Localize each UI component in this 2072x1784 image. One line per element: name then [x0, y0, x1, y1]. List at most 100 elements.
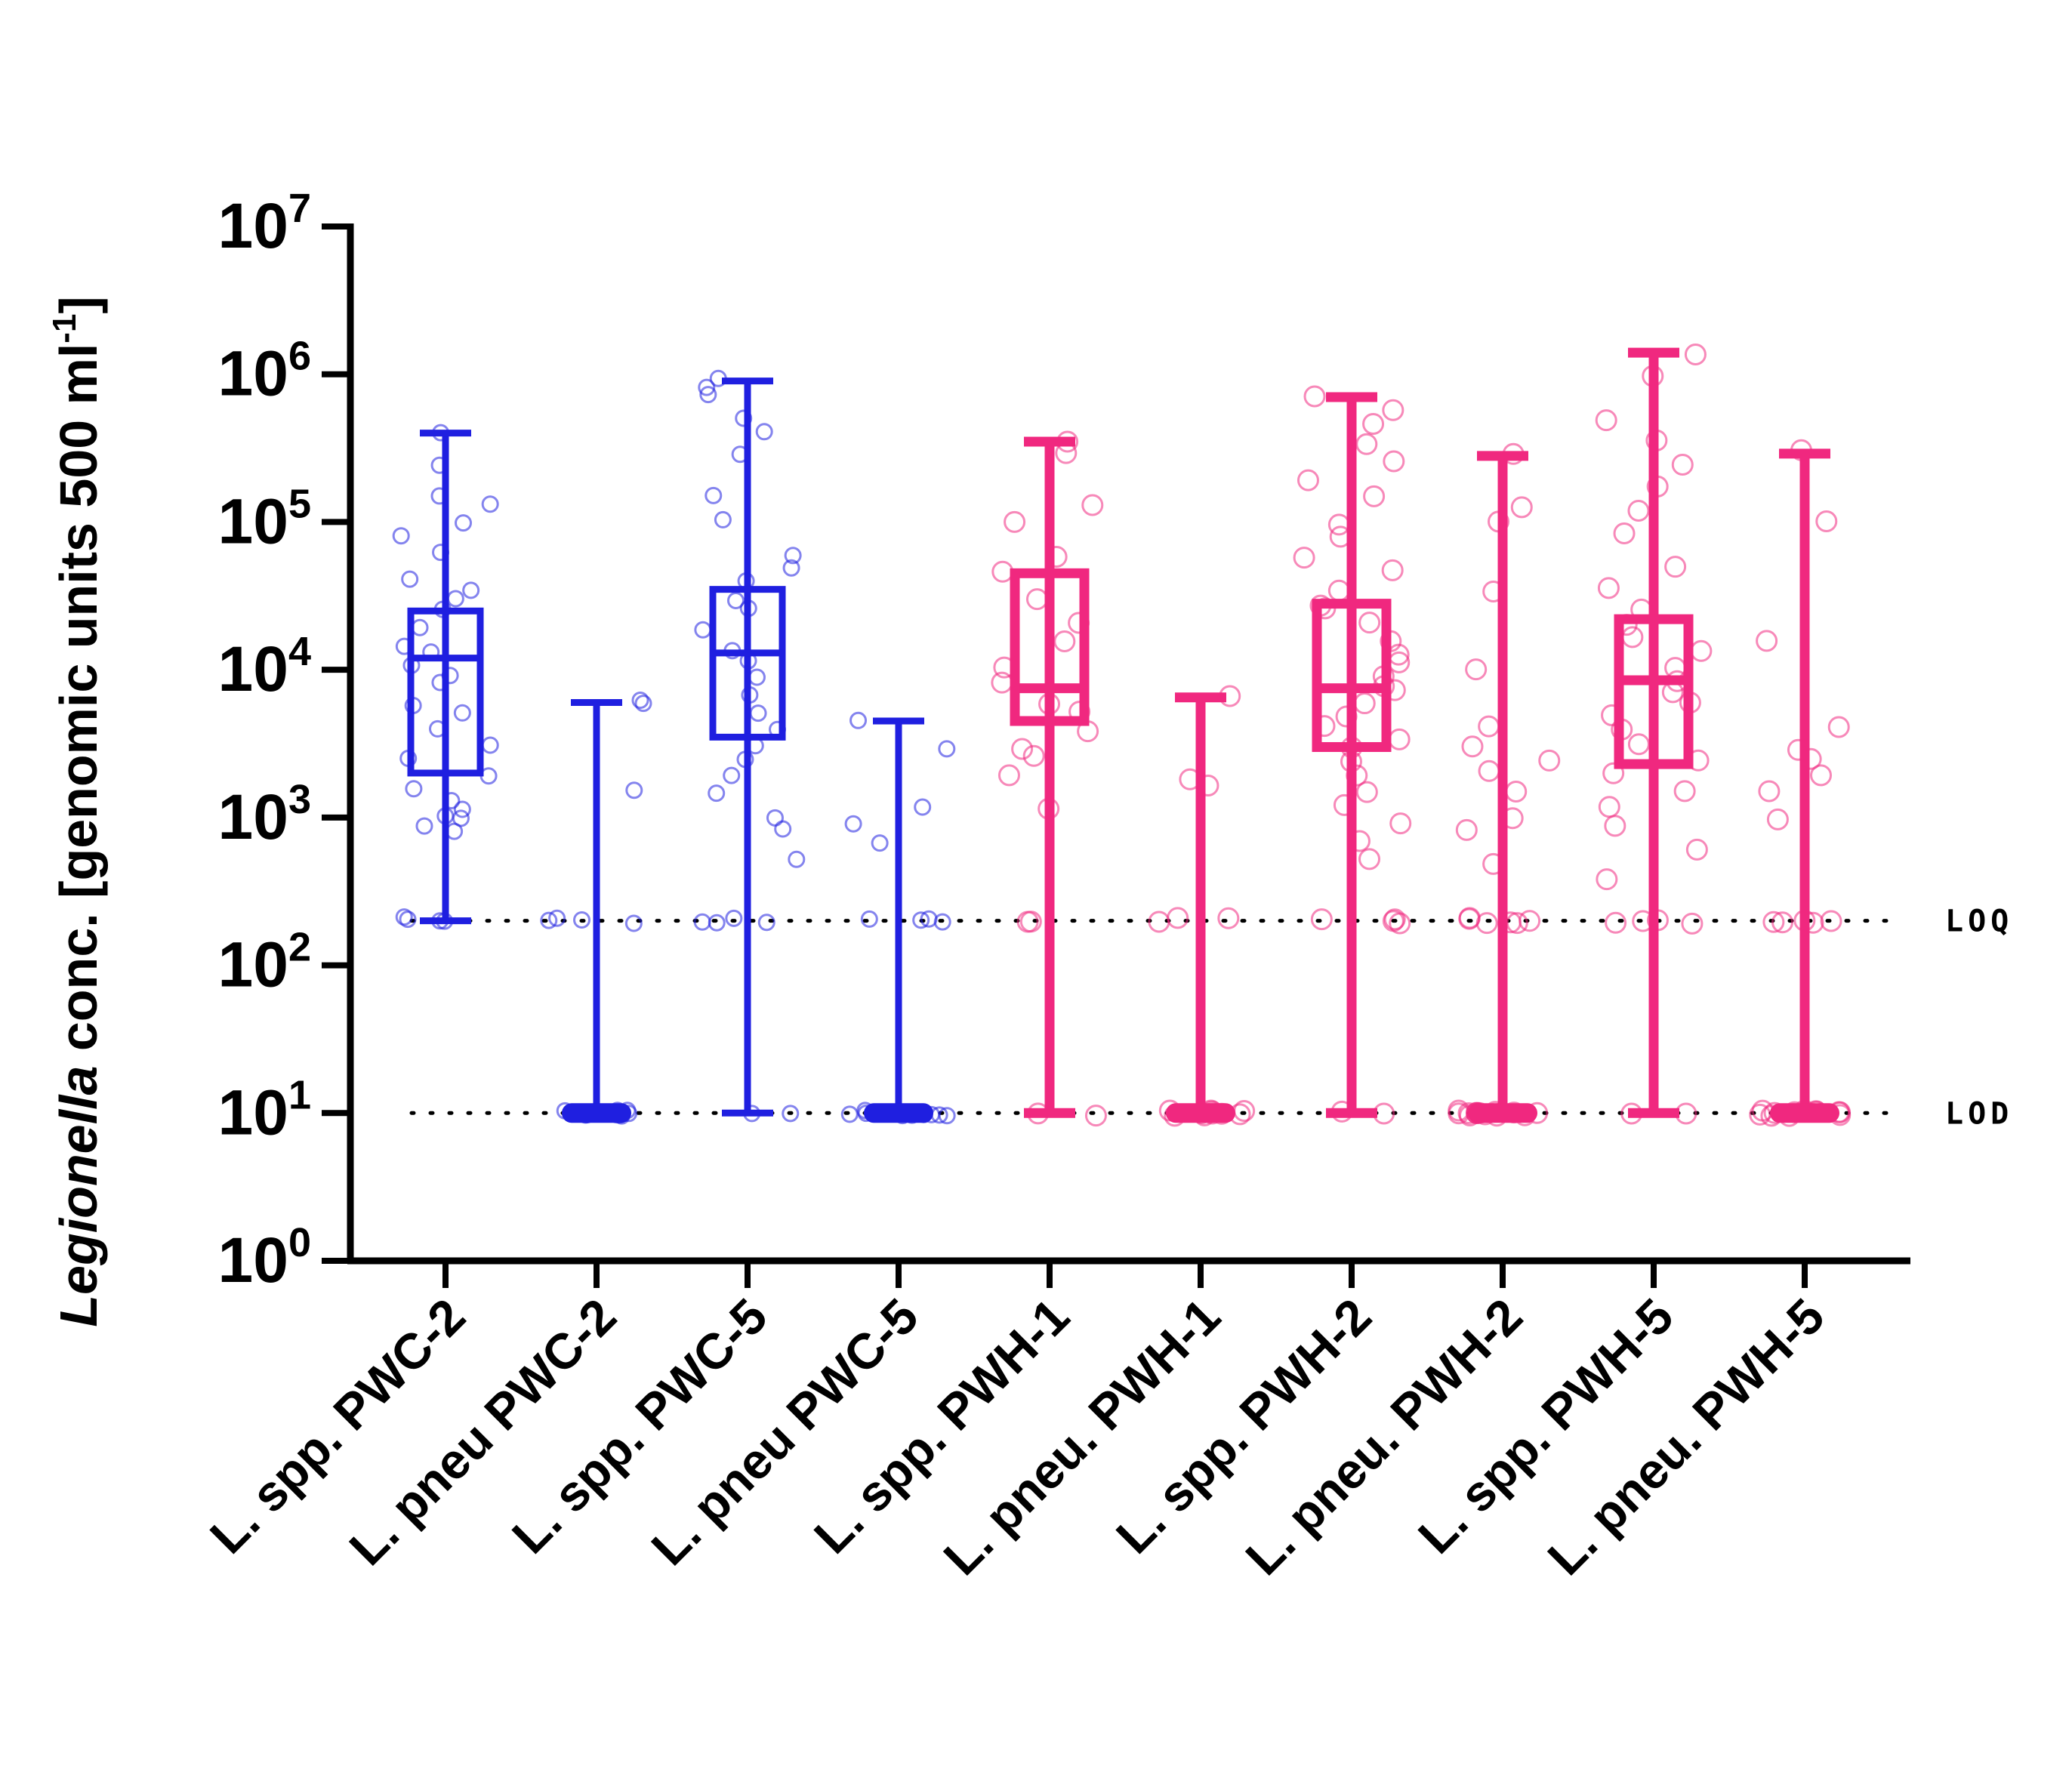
y-tick-label: 101	[218, 1072, 311, 1148]
x-tick-label: L. pneu PWC-5	[640, 1288, 929, 1576]
data-point	[871, 834, 889, 852]
data-point	[1167, 907, 1189, 929]
data-point	[1353, 692, 1376, 715]
data-point	[1022, 744, 1045, 767]
data-point	[540, 911, 558, 929]
collapsed-box	[864, 1103, 933, 1123]
box-group	[693, 369, 806, 1123]
data-point	[914, 798, 932, 816]
data-point	[1310, 908, 1333, 931]
data-point	[1664, 657, 1687, 679]
data-point	[1598, 796, 1620, 818]
y-tick-label: 105	[218, 481, 311, 556]
data-point	[1355, 781, 1378, 803]
box-group	[392, 424, 499, 930]
data-point	[849, 711, 868, 729]
y-axis-title: Legionella conc. [genomic units 500 ml-1…	[46, 296, 108, 1327]
data-point	[1461, 735, 1484, 758]
box	[1010, 568, 1090, 726]
data-point	[1475, 912, 1498, 935]
data-point	[1297, 469, 1319, 491]
data-point	[415, 817, 433, 835]
data-point	[1595, 409, 1617, 432]
svg-text:Legionella conc. [genomic unit: Legionella conc. [genomic units 500 ml-1…	[46, 296, 108, 1327]
data-point	[1690, 639, 1713, 662]
y-tick-label: 107	[218, 186, 311, 261]
data-point	[481, 495, 499, 513]
collapsed-box	[1468, 1103, 1537, 1123]
data-point	[726, 591, 745, 609]
box-group	[540, 692, 652, 1125]
data-point	[1327, 513, 1350, 536]
data-point	[1382, 399, 1404, 421]
data-point	[1004, 510, 1026, 533]
data-point	[1771, 911, 1794, 934]
box-group	[1293, 385, 1412, 1125]
box	[1614, 614, 1694, 769]
data-point	[1455, 818, 1478, 841]
reference-label-lod: LOD	[1945, 1096, 2013, 1131]
data-point	[1815, 510, 1838, 532]
y-axis-title-end: ]	[49, 296, 108, 313]
data-point	[840, 1105, 859, 1123]
data-point	[1597, 577, 1620, 599]
data-point	[782, 559, 800, 577]
data-point	[455, 514, 473, 532]
data-point	[1685, 838, 1708, 861]
data-point	[1355, 433, 1378, 455]
box-group	[991, 430, 1107, 1127]
box-group	[1448, 442, 1561, 1127]
data-point	[634, 695, 652, 713]
x-tick-label: L. spp. PWC-2	[199, 1288, 476, 1564]
data-point	[725, 909, 743, 927]
data-point	[1605, 911, 1627, 934]
data-point	[1383, 450, 1405, 473]
data-point	[1081, 494, 1104, 516]
x-tick-label: L. spp. PWH-2	[1105, 1288, 1382, 1564]
data-point	[1505, 780, 1528, 803]
data-point	[453, 704, 471, 722]
data-point	[1358, 612, 1381, 634]
data-point	[1389, 912, 1411, 935]
data-point	[405, 780, 423, 798]
data-point	[625, 781, 643, 800]
reference-label-loq: LOQ	[1945, 904, 2013, 939]
data-point	[481, 736, 499, 754]
x-tick-label: L. spp. PWH-5	[1408, 1288, 1684, 1564]
data-point	[991, 560, 1014, 583]
data-point	[844, 815, 862, 833]
data-point	[997, 764, 1020, 787]
box-group	[1749, 439, 1852, 1127]
data-point	[1025, 588, 1048, 611]
data-point	[411, 618, 429, 636]
data-point	[1664, 556, 1687, 578]
data-point	[749, 704, 767, 723]
data-point	[1602, 762, 1625, 784]
data-point	[462, 581, 480, 599]
box	[709, 586, 786, 741]
data-point	[699, 386, 717, 404]
data-point	[782, 1105, 800, 1123]
data-point	[757, 914, 775, 932]
data-point	[933, 913, 951, 931]
data-point	[1519, 910, 1541, 932]
data-point	[766, 809, 784, 827]
y-axis-title-sup: -1	[46, 314, 83, 344]
data-point	[1327, 579, 1350, 602]
data-point	[1627, 499, 1650, 522]
data-point	[1538, 749, 1561, 772]
data-point	[938, 1107, 956, 1125]
data-point	[1383, 908, 1406, 931]
x-tick-label: L. pneu. PWH-2	[1235, 1288, 1533, 1586]
data-point	[1465, 658, 1488, 681]
data-point	[401, 570, 419, 588]
data-point	[548, 909, 566, 927]
data-point	[453, 800, 471, 818]
data-point	[694, 621, 712, 639]
box-group	[1148, 685, 1256, 1127]
y-tick-label: 103	[218, 777, 311, 852]
data-point	[1293, 547, 1315, 569]
data-point	[1478, 715, 1500, 738]
